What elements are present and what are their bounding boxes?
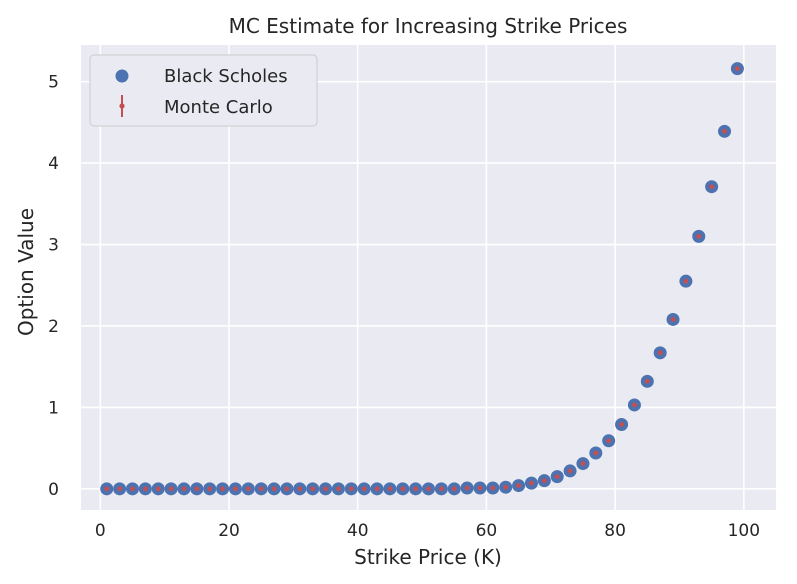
- monte-carlo-point: [477, 485, 483, 491]
- y-tick-label: 1: [48, 398, 59, 418]
- monte-carlo-point: [117, 486, 123, 492]
- monte-carlo-point: [606, 438, 612, 444]
- x-axis-title: Strike Price (K): [354, 545, 502, 569]
- monte-carlo-point: [220, 486, 225, 492]
- monte-carlo-point: [619, 422, 624, 427]
- monte-carlo-point: [284, 486, 290, 492]
- y-tick-label: 0: [48, 480, 59, 500]
- x-tick-label: 0: [95, 521, 106, 541]
- y-axis-title: Option Value: [14, 208, 38, 336]
- x-tick-label: 40: [347, 521, 369, 541]
- monte-carlo-point: [516, 483, 521, 488]
- legend-marker-monte-carlo: [119, 103, 125, 109]
- monte-carlo-point: [657, 350, 663, 356]
- y-tick-label: 5: [48, 73, 59, 93]
- monte-carlo-point: [503, 484, 509, 490]
- monte-carlo-point: [670, 317, 676, 322]
- y-tick-label: 2: [48, 317, 59, 337]
- monte-carlo-point: [490, 485, 496, 491]
- monte-carlo-point: [130, 486, 135, 492]
- monte-carlo-point: [181, 486, 187, 492]
- monte-carlo-point: [310, 486, 316, 492]
- chart-title: MC Estimate for Increasing Strike Prices: [229, 14, 628, 38]
- monte-carlo-point: [644, 378, 650, 384]
- monte-carlo-point: [104, 486, 110, 492]
- monte-carlo-point: [722, 128, 727, 134]
- monte-carlo-point: [426, 486, 431, 492]
- x-tick-label: 100: [728, 521, 760, 541]
- monte-carlo-point: [348, 486, 354, 492]
- monte-carlo-point: [438, 486, 444, 492]
- legend-marker-black-scholes: [115, 69, 129, 83]
- y-tick-labels: 0 1 2 3 4 5: [48, 73, 59, 500]
- monte-carlo-point: [413, 486, 419, 492]
- monte-carlo-point: [323, 486, 328, 492]
- monte-carlo-point: [400, 486, 406, 492]
- data-marks: [100, 62, 744, 496]
- monte-carlo-point: [207, 486, 213, 492]
- monte-carlo-point: [271, 486, 277, 492]
- monte-carlo-point: [155, 486, 161, 492]
- monte-carlo-point: [541, 478, 547, 484]
- monte-carlo-point: [361, 486, 367, 492]
- legend-label-black-scholes: Black Scholes: [164, 66, 288, 87]
- x-tick-labels: 0 20 40 60 80 100: [95, 521, 760, 541]
- monte-carlo-point: [567, 468, 573, 474]
- grid-lines: [81, 45, 776, 510]
- monte-carlo-point: [194, 486, 200, 492]
- monte-carlo-point: [464, 485, 470, 491]
- monte-carlo-point: [142, 486, 148, 492]
- monte-carlo-point: [245, 486, 251, 492]
- monte-carlo-point: [580, 461, 586, 466]
- monte-carlo-point: [297, 486, 303, 492]
- x-tick-label: 60: [476, 521, 498, 541]
- x-tick-label: 20: [218, 521, 240, 541]
- monte-carlo-point: [593, 450, 599, 456]
- legend: Black Scholes Monte Carlo: [89, 54, 318, 127]
- monte-carlo-point: [233, 486, 238, 492]
- monte-carlo-point: [374, 486, 380, 492]
- monte-carlo-point: [451, 486, 457, 492]
- monte-carlo-point: [632, 402, 637, 408]
- monte-carlo-point: [168, 486, 174, 492]
- monte-carlo-point: [529, 480, 534, 486]
- legend-label-monte-carlo: Monte Carlo: [164, 97, 273, 118]
- monte-carlo-point: [683, 278, 689, 284]
- monte-carlo-point: [336, 486, 341, 492]
- legend-box: [89, 54, 318, 127]
- monte-carlo-point: [709, 184, 715, 190]
- monte-carlo-point: [696, 233, 702, 239]
- x-tick-label: 80: [604, 521, 626, 541]
- monte-carlo-point: [734, 66, 740, 72]
- monte-carlo-point: [258, 486, 264, 492]
- y-tick-label: 4: [48, 154, 59, 174]
- y-tick-label: 3: [48, 236, 59, 256]
- monte-carlo-point: [387, 486, 393, 492]
- monte-carlo-point: [554, 474, 560, 480]
